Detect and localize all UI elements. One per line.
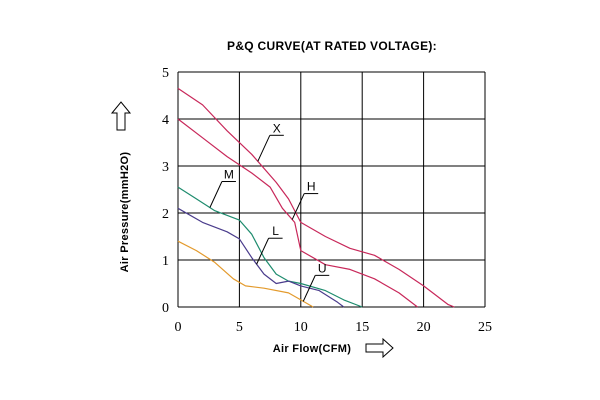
x-tick-label: 10 [294,320,308,335]
series-line-l [177,207,345,308]
y-axis-label: Air Pressure(mmH2O) [119,152,131,273]
y-tick-label: 3 [162,160,169,175]
x-tick-labels: 0 5 10 15 20 25 [175,320,493,335]
series-line-h [177,118,418,308]
y-tick-label: 4 [162,113,169,128]
y-arrow-icon [110,101,132,131]
x-tick-label: 0 [175,320,182,335]
curve-label-h: H [307,180,316,194]
x-tick-label: 15 [355,320,369,335]
curve-label-x: X [273,121,281,135]
leader-line-m [209,181,223,208]
x-tick-label: 20 [417,320,431,335]
series-line-u [177,240,314,308]
y-tick-labels: 0 1 2 3 4 5 [162,66,169,316]
curve-label-m: M [224,168,234,182]
x-tick-label: 25 [478,320,492,335]
grid [177,71,486,308]
curve-label-u: U [318,261,327,275]
x-arrow-icon [365,337,394,359]
y-tick-label: 5 [162,66,169,81]
curve-labels: X H M L U [209,121,330,302]
series-line-m [177,186,363,308]
series-group [177,87,455,308]
leader-line-x [257,135,271,162]
chart-title: P&Q CURVE(AT RATED VOLTAGE): [227,39,437,53]
x-tick-label: 5 [236,320,243,335]
curve-label-l: L [272,224,279,238]
leader-line-l [256,238,270,265]
x-axis-label: Air Flow(CFM) [273,343,351,355]
y-tick-label: 2 [162,207,169,222]
leader-line-u [302,275,316,302]
series-line-x [177,87,455,308]
leader-line-h [291,193,305,220]
y-tick-label: 1 [162,254,169,269]
y-tick-label: 0 [162,301,169,316]
